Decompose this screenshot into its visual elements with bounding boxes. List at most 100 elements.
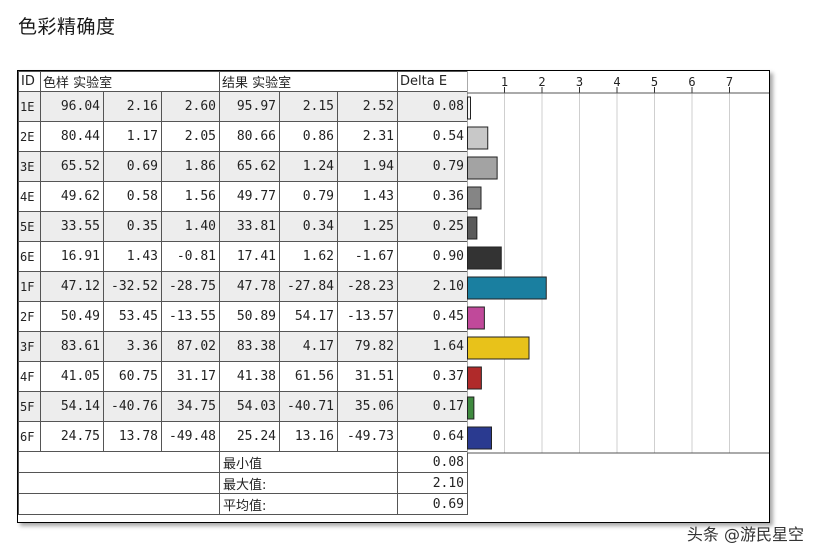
- watermark: 头条 @游民星空: [686, 525, 804, 544]
- sample-a: 60.75: [103, 361, 162, 392]
- sample-a: 2.16: [103, 91, 162, 122]
- row-id: 6E: [18, 241, 41, 272]
- summary-value: 2.10: [397, 472, 468, 494]
- bar-1E: [467, 96, 471, 120]
- sample-a: 1.43: [103, 241, 162, 272]
- bar-4E: [467, 186, 482, 210]
- row-id: 1F: [18, 271, 41, 302]
- row-id: 6F: [18, 421, 41, 452]
- delta-e-value: 0.90: [397, 241, 468, 272]
- sample-b: 2.60: [161, 91, 220, 122]
- sample-L: 50.49: [40, 301, 104, 332]
- sample-b: 87.02: [161, 331, 220, 362]
- sample-b: -13.55: [161, 301, 220, 332]
- summary-value: 0.08: [397, 451, 468, 473]
- sample-a: 0.58: [103, 181, 162, 212]
- delta-e-value: 0.54: [397, 121, 468, 152]
- result-a: 54.17: [279, 301, 338, 332]
- sample-b: -49.48: [161, 421, 220, 452]
- delta-e-value: 0.37: [397, 361, 468, 392]
- result-L: 41.38: [219, 361, 280, 392]
- result-b: 2.52: [337, 91, 398, 122]
- delta-e-value: 0.08: [397, 91, 468, 122]
- table-header-row: ID 色样 实验室 结果 实验室 Delta E: [18, 71, 468, 92]
- result-L: 50.89: [219, 301, 280, 332]
- x-tick-label: 4: [613, 75, 620, 89]
- x-tick-label: 1: [501, 75, 508, 89]
- sample-L: 54.14: [40, 391, 104, 422]
- delta-e-value: 1.64: [397, 331, 468, 362]
- result-L: 25.24: [219, 421, 280, 452]
- summary-row: 最小值 0.08: [18, 451, 468, 473]
- sample-L: 83.61: [40, 331, 104, 362]
- bar-5E: [467, 216, 478, 240]
- result-a: -27.84: [279, 271, 338, 302]
- row-id: 2E: [18, 121, 41, 152]
- summary-row: 平均值: 0.69: [18, 493, 468, 515]
- result-b: -13.57: [337, 301, 398, 332]
- table-row: 1F 47.12 -32.52 -28.75 47.78 -27.84 -28.23 2.10: [18, 271, 468, 302]
- summary-blank: [18, 472, 220, 494]
- delta-e-value: 2.10: [397, 271, 468, 302]
- table-row: 5F 54.14 -40.76 34.75 54.03 -40.71 35.06 0.17: [18, 391, 468, 422]
- delta-e-value: 0.36: [397, 181, 468, 212]
- table-row: 4F 41.05 60.75 31.17 41.38 61.56 31.51 0.37: [18, 361, 468, 392]
- summary-label: 平均值:: [219, 493, 398, 515]
- sample-a: 13.78: [103, 421, 162, 452]
- delta-e-value: 0.25: [397, 211, 468, 242]
- bar-5F: [467, 396, 475, 420]
- sample-a: -32.52: [103, 271, 162, 302]
- x-tick-label: 7: [726, 75, 733, 89]
- row-id: 4E: [18, 181, 41, 212]
- result-b: 2.31: [337, 121, 398, 152]
- x-tick-label: 3: [576, 75, 583, 89]
- bar-1F: [467, 276, 547, 300]
- bar-2E: [467, 126, 489, 150]
- row-id: 5F: [18, 391, 41, 422]
- result-b: 1.94: [337, 151, 398, 182]
- sample-L: 16.91: [40, 241, 104, 272]
- sample-L: 41.05: [40, 361, 104, 392]
- sample-b: -28.75: [161, 271, 220, 302]
- table-row: 1E 96.04 2.16 2.60 95.97 2.15 2.52 0.08: [18, 91, 468, 122]
- row-id: 3E: [18, 151, 41, 182]
- result-a: 61.56: [279, 361, 338, 392]
- delta-e-value: 0.79: [397, 151, 468, 182]
- header-delta-e: Delta E: [397, 71, 468, 92]
- result-b: 79.82: [337, 331, 398, 362]
- sample-L: 49.62: [40, 181, 104, 212]
- bar-3F: [467, 336, 530, 360]
- result-L: 80.66: [219, 121, 280, 152]
- row-id: 5E: [18, 211, 41, 242]
- result-b: 1.43: [337, 181, 398, 212]
- table-row: 6F 24.75 13.78 -49.48 25.24 13.16 -49.73 0.64: [18, 421, 468, 452]
- summary-value: 0.69: [397, 493, 468, 515]
- sample-a: 0.69: [103, 151, 162, 182]
- bar-6E: [467, 246, 502, 270]
- sample-L: 80.44: [40, 121, 104, 152]
- sample-b: 2.05: [161, 121, 220, 152]
- result-a: 2.15: [279, 91, 338, 122]
- result-L: 17.41: [219, 241, 280, 272]
- sample-L: 24.75: [40, 421, 104, 452]
- sample-L: 65.52: [40, 151, 104, 182]
- sample-a: 1.17: [103, 121, 162, 152]
- chart-plot-background: [467, 71, 769, 453]
- sample-a: 53.45: [103, 301, 162, 332]
- table-body: ID 色样 实验室 结果 实验室 Delta E 1E 96.04 2.16 2.60…: [18, 71, 468, 515]
- result-L: 54.03: [219, 391, 280, 422]
- table-row: 4E 49.62 0.58 1.56 49.77 0.79 1.43 0.36: [18, 181, 468, 212]
- result-b: 1.25: [337, 211, 398, 242]
- result-a: 0.86: [279, 121, 338, 152]
- table-row: 2F 50.49 53.45 -13.55 50.89 54.17 -13.57 0.45: [18, 301, 468, 332]
- delta-e-value: 0.17: [397, 391, 468, 422]
- result-b: -49.73: [337, 421, 398, 452]
- result-a: 13.16: [279, 421, 338, 452]
- table-row: 6E 16.91 1.43 -0.81 17.41 1.62 -1.67 0.90: [18, 241, 468, 272]
- color-accuracy-table: ID 色样 实验室 结果 实验室 Delta E 1E 96.04 2.16 2.60…: [18, 71, 468, 515]
- row-id: 3F: [18, 331, 41, 362]
- sample-a: 3.36: [103, 331, 162, 362]
- result-b: 31.51: [337, 361, 398, 392]
- sample-b: 1.56: [161, 181, 220, 212]
- table-row: 2E 80.44 1.17 2.05 80.66 0.86 2.31 0.54: [18, 121, 468, 152]
